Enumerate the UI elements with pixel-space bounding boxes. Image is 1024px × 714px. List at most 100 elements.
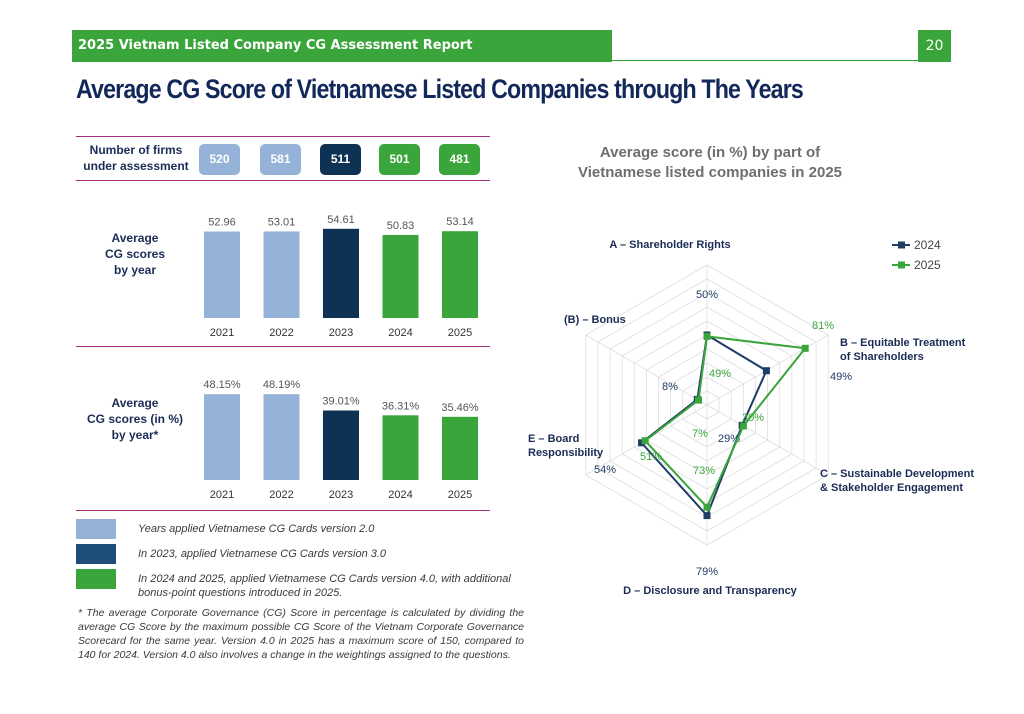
legend-text-v4-line1: In 2024 and 2025, applied Vietnamese CG … [138,573,511,585]
radar-title-line1: Average score (in %) by part of [599,144,821,161]
radar-value-label-2024-1: 49% [830,371,852,383]
radar-axis-label-4-line2: Responsibility [528,447,604,459]
radar-point-2025-1 [801,344,809,352]
scores-bar-2025 [442,231,478,318]
radar-axis-label-1-line2: of Shareholders [840,351,924,363]
radar-axis-label-5: (B) – Bonus [564,314,626,326]
radar-axis-label-0: A – Shareholder Rights [609,239,730,251]
radar-value-label-2024-3: 79% [696,566,718,578]
page-title: Average CG Score of Vietnamese Listed Co… [76,74,804,104]
header-rule [612,60,918,61]
percent-value-label-2025: 35.46% [441,402,479,414]
radar-point-2024-4 [638,439,646,447]
radar-title: Average score (in %) by part of Vietname… [560,143,860,183]
radar-value-label-2025-2: 30% [742,412,764,424]
panel1-label-line2: CG scores [104,247,166,261]
report-title: 2025 Vietnam Listed Company CG Assessmen… [78,38,473,53]
firms-chip-2022: 581 [260,144,301,175]
panel1-label-line3: by year [113,263,157,277]
radar-value-label-2024-0: 50% [696,289,718,301]
scores-value-label-2025: 53.14 [446,216,474,228]
radar-legend-label-2024: 2024 [914,238,941,252]
percent-category-label-2022: 2022 [269,489,293,501]
scores-bar-2022 [263,231,300,318]
radar-axis-label-2-line2: & Stakeholder Engagement [820,482,963,494]
rule-bottom [76,510,490,511]
legend-text-v4: In 2024 and 2025, applied Vietnamese CG … [138,572,518,600]
radar-value-label-2024-4: 54% [594,464,616,476]
firms-label-line2: under assessment [83,159,189,173]
radar-title-line2: Vietnamese listed companies in 2025 [577,164,843,181]
panel1-label: Average CG scores by year [76,230,194,278]
firms-chip-2021: 520 [199,144,240,175]
radar-point-2024-1 [762,367,770,375]
panel2-label-line3: by year* [111,428,159,442]
firms-chip-2025: 481 [439,144,480,175]
percent-category-label-2024: 2024 [388,489,412,501]
legend-swatch-v4 [76,569,116,589]
rule-mid [76,346,490,347]
footnote: * The average Corporate Governance (CG) … [78,607,524,661]
page-number: 20 [918,30,951,62]
radar-axis-label-1: B – Equitable Treatment [840,337,966,349]
radar-point-2024-3 [703,512,711,520]
legend-text-v2: Years applied Vietnamese CG Cards versio… [138,523,375,535]
radar-legend-label-2025: 2025 [914,258,941,272]
scores-value-label-2021: 52.96 [208,216,236,228]
scores-bar-2021 [204,231,240,318]
scores-bar-2024 [382,234,419,318]
radar-point-2025-2 [739,422,747,430]
radar-value-label-2025-4: 51% [640,451,662,463]
scores-value-label-2023: 54.61 [327,214,355,226]
radar-value-label-2025-1: 81% [812,320,834,332]
radar-value-label-2025-5: 7% [692,428,708,440]
percent-value-label-2024: 36.31% [382,400,420,412]
panel2-label-line2: CG scores (in %) [86,412,184,426]
percent-bar-2021 [204,394,240,480]
percent-category-label-2023: 2023 [329,489,353,501]
firms-chip-2024: 501 [379,144,420,175]
radar-spoke [706,404,829,476]
radar-axis-label-3: D – Disclosure and Transparency [623,585,798,597]
firms-label-line1: Number of firms [89,143,183,157]
radar-axis-label-2: C – Sustainable Development [820,468,974,480]
radar-value-label-2024-5: 8% [662,381,678,393]
radar-spoke [585,334,708,406]
scores-value-label-2022: 53.01 [268,216,296,228]
scores-category-label-2022: 2022 [269,327,293,339]
percent-bar-2023 [323,410,359,480]
radar-axis-label-4: E – Board [528,433,579,445]
scores-category-label-2024: 2024 [388,327,412,339]
legend-text-v3: In 2023, applied Vietnamese CG Cards ver… [138,548,387,560]
percent-value-label-2023: 39.01% [322,395,360,407]
percent-value-label-2021: 48.15% [203,379,241,391]
rule-firms [76,180,490,181]
percent-bar-2025 [442,416,478,480]
scores-category-label-2023: 2023 [329,327,353,339]
scores-value-label-2024: 50.83 [387,220,415,232]
legend-text-v4-line2: bonus-point questions introduced in 2025… [138,587,343,599]
percent-bar-2024 [382,415,419,480]
firms-chip-2023: 511 [320,144,361,175]
scores-category-label-2025: 2025 [448,327,472,339]
percent-bar-2022 [263,394,300,480]
panel1-label-line1: Average [111,231,159,245]
radar-value-label-2025-3: 73% [693,465,715,477]
radar-chart: A – Shareholder Rights B – Equitable Trea… [528,238,974,597]
radar-point-2025-5 [695,396,703,404]
percent-value-label-2022: 48.19% [263,379,301,391]
firms-label: Number of firms under assessment [76,142,196,174]
panel2-label: Average CG scores (in %) by year* [76,395,194,443]
rule-top [76,136,490,137]
panel2-label-line1: Average [111,396,159,410]
percent-category-label-2021: 2021 [210,489,234,501]
radar-legend-marker-2024 [898,241,905,249]
percent-category-label-2025: 2025 [448,489,472,501]
radar-point-2025-0 [703,332,711,340]
legend-swatch-v2 [76,519,116,539]
bar-chart-scores: 52.96 2021 53.01 2022 54.61 2023 50.83 2024 53.1… [204,214,478,339]
radar-point-2025-4 [641,437,649,445]
radar-point-2025-3 [703,503,711,511]
header-bar: 2025 Vietnam Listed Company CG Assessmen… [72,30,612,62]
bar-chart-percent: 48.15% 2021 48.19% 2022 39.01% 2023 36.31% 2024… [203,379,479,501]
